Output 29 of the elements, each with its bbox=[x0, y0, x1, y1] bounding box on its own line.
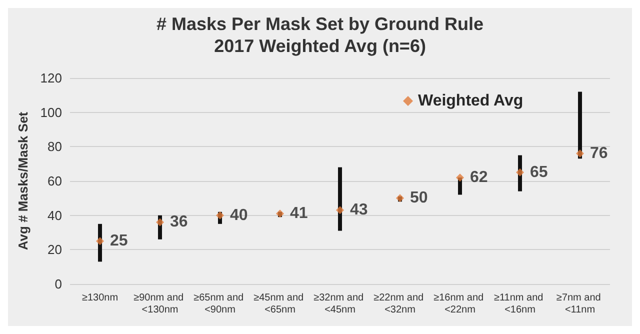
x-tick-label: ≥45nm and <65nm bbox=[254, 292, 306, 316]
y-tick-label: 120 bbox=[40, 70, 62, 86]
x-tick-label: ≥32nm and <45nm bbox=[314, 292, 366, 316]
data-label: 50 bbox=[410, 190, 428, 207]
chart-subtitle: 2017 Weighted Avg (n=6) bbox=[214, 36, 426, 56]
x-tick-label: ≥65nm and <90nm bbox=[194, 292, 246, 316]
y-tick-label: 80 bbox=[48, 139, 62, 154]
data-label: 76 bbox=[590, 145, 608, 162]
legend-label: Weighted Avg bbox=[418, 92, 524, 110]
y-tick-label: 60 bbox=[48, 174, 62, 188]
x-tick-label: ≥90nm and <130nm bbox=[134, 292, 186, 316]
data-label: 41 bbox=[290, 205, 308, 222]
data-label: 65 bbox=[530, 164, 548, 181]
data-label: 40 bbox=[230, 206, 248, 224]
chart-title: # Masks Per Mask Set by Ground Rule bbox=[156, 14, 484, 34]
y-axis-title: Avg # Masks/Mask Set bbox=[15, 111, 30, 250]
y-tick-label: 20 bbox=[48, 242, 62, 258]
y-tick-label: 100 bbox=[40, 104, 62, 120]
data-label: 36 bbox=[170, 214, 188, 231]
data-label: 43 bbox=[350, 202, 368, 219]
x-tick-label: ≥16nm and <22nm bbox=[434, 292, 486, 316]
y-tick-label: 0 bbox=[54, 276, 62, 292]
x-tick-label: ≥130nm bbox=[82, 292, 118, 304]
y-tick-label: 40 bbox=[48, 208, 62, 223]
data-label: 62 bbox=[470, 169, 488, 186]
data-label: 25 bbox=[110, 232, 128, 250]
x-tick-label: ≥11nm and <16nm bbox=[494, 292, 546, 316]
x-tick-label: ≥7nm and <11nm bbox=[556, 292, 604, 316]
x-tick-label: ≥22nm and <32nm bbox=[374, 292, 426, 316]
